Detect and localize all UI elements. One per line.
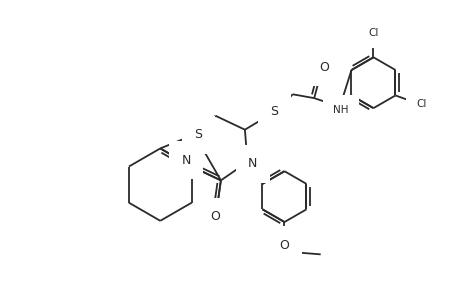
Text: O: O [209, 210, 219, 223]
Text: O: O [319, 61, 329, 74]
Text: N: N [181, 154, 190, 167]
Text: S: S [194, 128, 202, 141]
Text: NH: NH [333, 105, 348, 116]
Text: O: O [279, 238, 289, 252]
Text: S: S [269, 106, 278, 118]
Text: Cl: Cl [415, 99, 426, 109]
Text: N: N [248, 157, 257, 170]
Text: Cl: Cl [368, 28, 378, 38]
